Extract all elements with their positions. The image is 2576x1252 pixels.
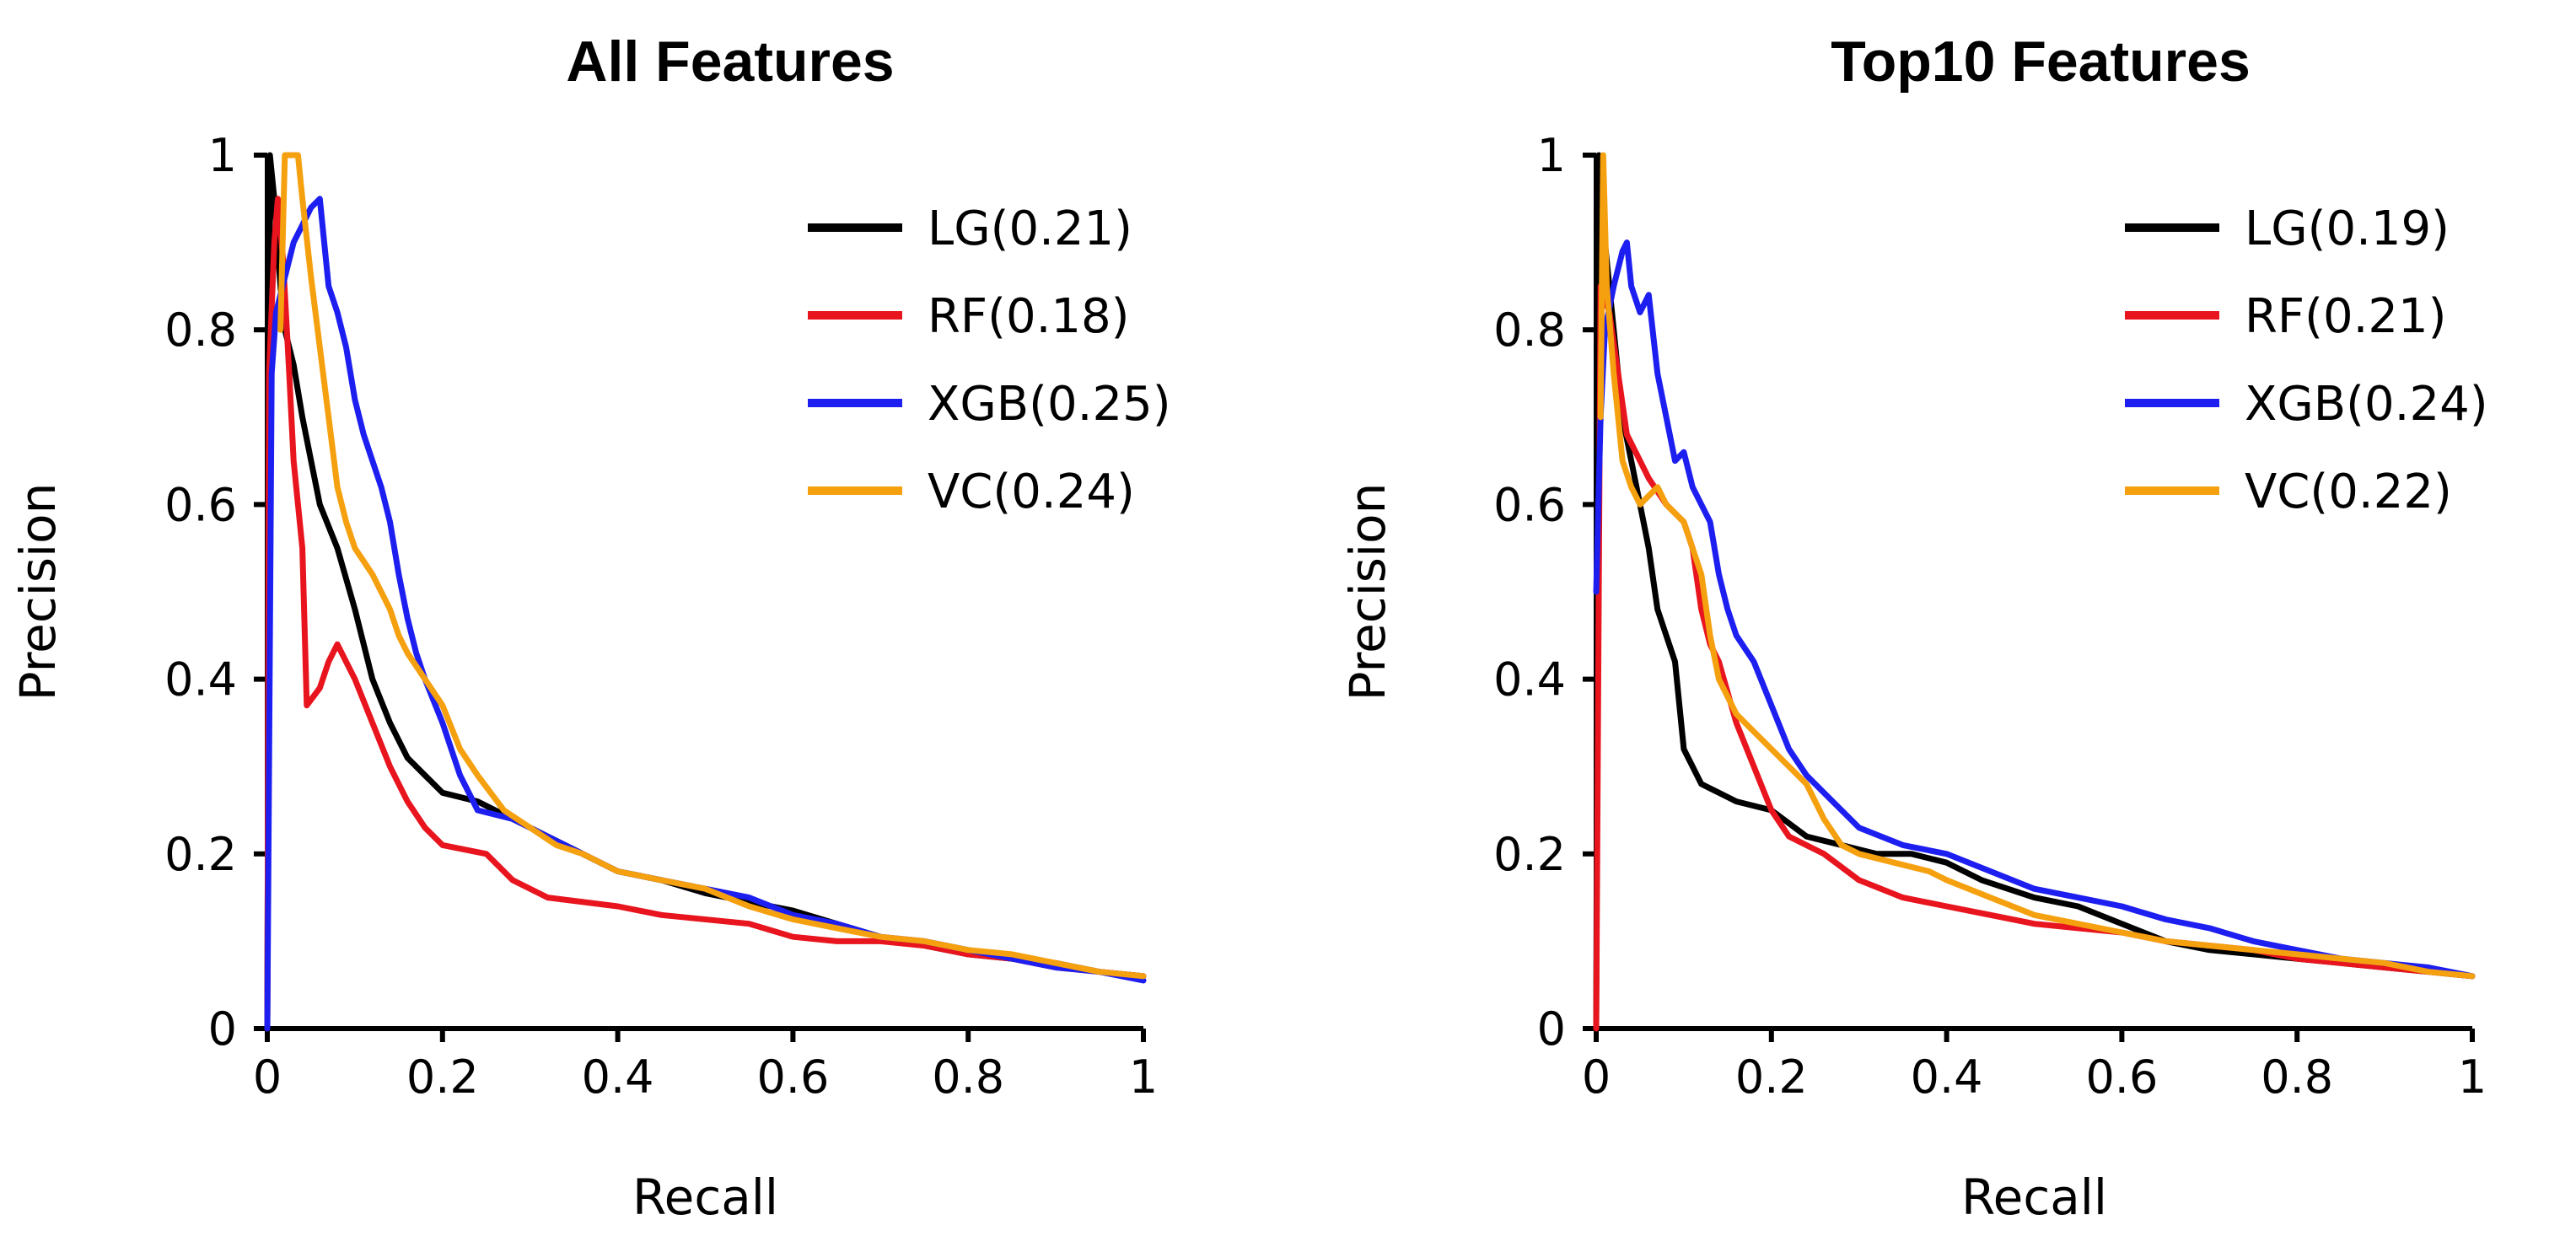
x-tick-label: 0 [253,1050,282,1104]
legend: LG(0.19) RF(0.21) XGB(0.24) VC(0.22) [2125,202,2488,519]
chart-title: Top10 Features [1831,30,2251,94]
y-tick-label: 0.2 [1493,828,1566,881]
y-tick-label: 0.8 [164,304,237,357]
x-tick-label: 0.8 [2261,1050,2333,1104]
y-tick-label: 0.4 [1493,653,1566,707]
x-tick-label: 0.4 [1911,1050,1983,1104]
x-axis-label: Recall [1961,1169,2107,1226]
y-tick-label: 0.8 [1493,304,1566,357]
legend-label: RF(0.21) [2245,289,2447,344]
x-tick-label: 0.8 [932,1050,1004,1104]
legend-label: VC(0.22) [2245,465,2452,519]
y-tick-label: 0 [208,1002,237,1056]
legend-label: RF(0.18) [928,289,1130,344]
y-tick-label: 1 [208,129,237,182]
y-tick-label: 1 [1537,129,1566,182]
legend: LG(0.21) RF(0.18) XGB(0.25) VC(0.24) [808,202,1171,519]
y-tick-label: 0.2 [164,828,237,881]
legend-label: XGB(0.24) [2245,377,2488,432]
x-tick-label: 0.2 [1735,1050,1808,1104]
series-line-lg [264,152,1147,1032]
series-line-rf [264,196,1147,1032]
legend-label: LG(0.19) [2245,202,2450,256]
x-tick-label: 0 [1582,1050,1611,1104]
chart-title: All Features [566,30,894,94]
x-tick-label: 0.2 [406,1050,479,1104]
legend-label: XGB(0.25) [928,377,1171,432]
x-tick-label: 0.4 [582,1050,654,1104]
y-tick-label: 0.6 [1493,478,1566,531]
series-line-xgb [1593,239,2476,980]
y-tick-label: 0.6 [164,478,237,531]
x-tick-label: 1 [1129,1050,1158,1104]
x-tick-label: 1 [2458,1050,2487,1104]
series-line-vc [277,152,1147,980]
y-tick-label: 0 [1537,1002,1566,1056]
legend-label: VC(0.24) [928,465,1135,519]
chart-all-features: All Features 0 0.2 0.4 0.6 0.8 1 0 0.2 0.4 0.6 0.8 1… [9,30,1171,1226]
x-tick-label: 0.6 [2085,1050,2158,1104]
y-axis-label: Precision [1339,483,1396,701]
chart-top10-features: Top10 Features 0 0.2 0.4 0.6 0.8 1 0 0.2 0.4 0.6 0.… [1339,30,2488,1226]
series-line-vc [1597,152,2476,980]
x-tick-label: 0.6 [756,1050,829,1104]
legend-label: LG(0.21) [928,202,1132,256]
y-tick-label: 0.4 [164,653,237,707]
x-axis-label: Recall [632,1169,778,1226]
y-axis-label: Precision [9,483,67,701]
series-line-lg [1593,152,2476,1032]
